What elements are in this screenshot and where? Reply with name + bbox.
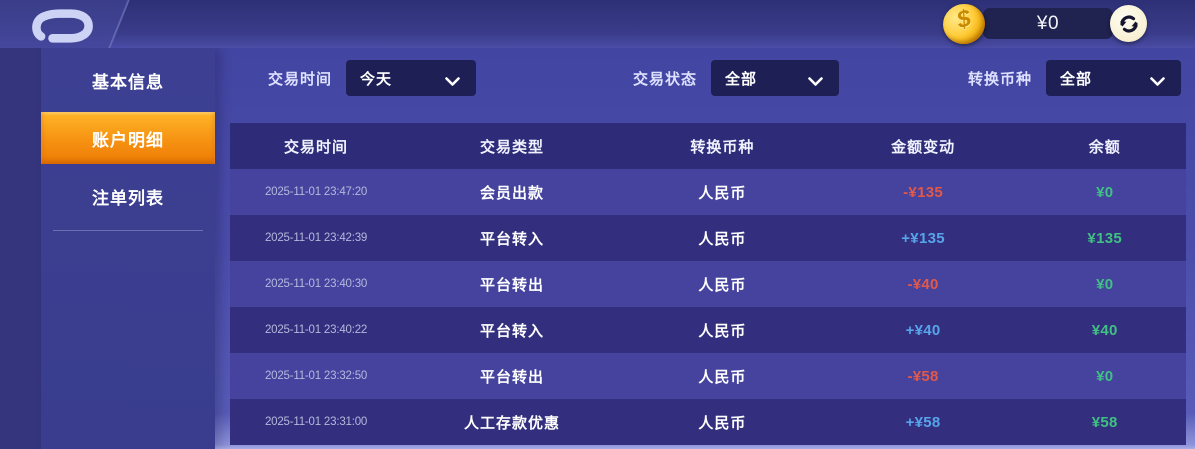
table-row: 2025-11-01 23:42:39 平台转入 人民币 +¥135 ¥135 xyxy=(230,215,1186,261)
top-bar: ¥0 $ xyxy=(0,0,1195,48)
cell-currency: 人民币 xyxy=(698,276,747,294)
dropdown-value: 全部 xyxy=(1060,70,1093,88)
coin-icon: $ xyxy=(939,0,989,48)
transaction-table: 交易时间 交易类型 转换币种 金额变动 余额 2025-11-01 23:47:… xyxy=(230,123,1186,445)
filter-transaction-status: 交易状态 全部 xyxy=(633,60,840,96)
sidebar: 基本信息 账户明细 注单列表 xyxy=(41,48,215,449)
cell-balance: ¥135 xyxy=(1087,229,1122,247)
cell-currency: 人民币 xyxy=(698,184,747,202)
cell-change: -¥58 xyxy=(907,367,939,385)
table-row: 2025-11-01 23:32:50 平台转出 人民币 -¥58 ¥0 xyxy=(230,353,1186,399)
cell-type: 平台转入 xyxy=(480,230,545,248)
cell-currency: 人民币 xyxy=(698,322,747,340)
filter-transaction-time: 交易时间 今天 xyxy=(268,60,477,96)
dropdown-value: 全部 xyxy=(725,70,758,88)
cell-balance: ¥40 xyxy=(1091,321,1118,339)
balance-pill xyxy=(983,8,1113,39)
transaction-status-dropdown[interactable]: 全部 xyxy=(711,60,840,96)
left-rail-decor xyxy=(0,48,41,449)
table-row: 2025-11-01 23:31:00 人工存款优惠 人民币 +¥58 ¥58 xyxy=(230,399,1186,445)
cell-type: 人工存款优惠 xyxy=(464,414,561,432)
cell-time: 2025-11-01 23:32:50 xyxy=(264,370,368,382)
cell-currency: 人民币 xyxy=(698,230,747,248)
cell-time: 2025-11-01 23:47:20 xyxy=(264,186,368,198)
cell-balance: ¥0 xyxy=(1096,367,1114,385)
cell-currency: 人民币 xyxy=(698,414,747,432)
chevron-down-icon xyxy=(1150,74,1165,92)
cell-type: 会员出款 xyxy=(480,184,545,202)
filter-label: 交易状态 xyxy=(633,70,698,88)
cell-change: +¥40 xyxy=(905,321,941,339)
transaction-time-dropdown[interactable]: 今天 xyxy=(346,60,477,96)
table-header-row: 交易时间 交易类型 转换币种 金额变动 余额 xyxy=(230,123,1186,169)
cell-balance: ¥0 xyxy=(1096,275,1114,293)
chevron-down-icon xyxy=(808,74,823,92)
filter-label: 转换币种 xyxy=(968,70,1033,88)
sidebar-item-label: 账户明细 xyxy=(92,130,164,150)
cell-balance: ¥0 xyxy=(1096,183,1114,201)
refresh-balance-button[interactable] xyxy=(1110,5,1147,42)
filter-currency: 转换币种 全部 xyxy=(968,60,1182,96)
column-header-time: 交易时间 xyxy=(284,138,349,156)
cell-currency: 人民币 xyxy=(698,368,747,386)
sidebar-item-basic-info[interactable]: 基本信息 xyxy=(41,54,215,106)
sidebar-item-bet-list[interactable]: 注单列表 xyxy=(41,170,215,222)
cell-type: 平台转出 xyxy=(480,276,545,294)
cell-change: -¥135 xyxy=(903,183,944,201)
sidebar-item-label: 注单列表 xyxy=(92,188,164,208)
table-row: 2025-11-01 23:40:30 平台转出 人民币 -¥40 ¥0 xyxy=(230,261,1186,307)
sidebar-item-account-detail[interactable]: 账户明细 xyxy=(41,112,215,164)
brand-d-logo-icon xyxy=(26,6,98,44)
balance-value: ¥0 xyxy=(1036,13,1060,34)
cell-balance: ¥58 xyxy=(1091,413,1118,431)
cell-change: -¥40 xyxy=(907,275,939,293)
dropdown-value: 今天 xyxy=(360,70,393,88)
column-header-balance: 余额 xyxy=(1088,138,1121,156)
column-header-currency: 转换币种 xyxy=(690,138,755,156)
table-row: 2025-11-01 23:47:20 会员出款 人民币 -¥135 ¥0 xyxy=(230,169,1186,215)
cell-type: 平台转入 xyxy=(480,322,545,340)
column-header-type: 交易类型 xyxy=(480,138,545,156)
cell-change: +¥135 xyxy=(901,229,945,247)
cell-time: 2025-11-01 23:42:39 xyxy=(264,232,368,244)
cell-time: 2025-11-01 23:31:00 xyxy=(264,416,368,428)
currency-dropdown[interactable]: 全部 xyxy=(1046,60,1182,96)
refresh-icon xyxy=(1119,15,1138,32)
table-row: 2025-11-01 23:40:22 平台转入 人民币 +¥40 ¥40 xyxy=(230,307,1186,353)
filter-label: 交易时间 xyxy=(268,70,333,88)
sidebar-item-label: 基本信息 xyxy=(92,72,164,92)
cell-time: 2025-11-01 23:40:30 xyxy=(264,278,368,290)
chevron-down-icon xyxy=(445,74,460,92)
cell-time: 2025-11-01 23:40:22 xyxy=(264,324,368,336)
column-header-change: 金额变动 xyxy=(891,138,956,156)
cell-type: 平台转出 xyxy=(480,368,545,386)
sidebar-divider xyxy=(53,230,203,231)
cell-change: +¥58 xyxy=(905,413,941,431)
